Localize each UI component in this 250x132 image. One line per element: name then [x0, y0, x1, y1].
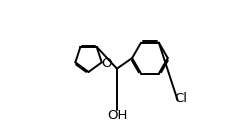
- Text: Cl: Cl: [174, 93, 187, 105]
- Text: O: O: [101, 57, 111, 70]
- Text: OH: OH: [107, 109, 127, 122]
